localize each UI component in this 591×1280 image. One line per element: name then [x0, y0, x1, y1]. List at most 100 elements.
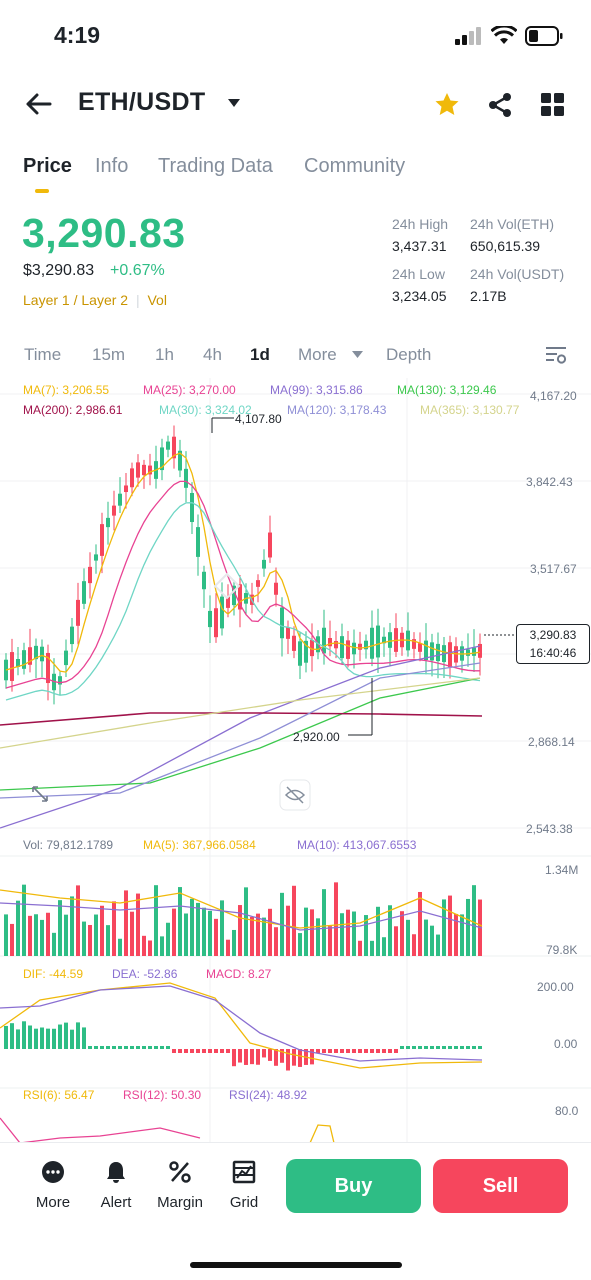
- macd-bar: [184, 1049, 188, 1053]
- tab-community[interactable]: Community: [304, 155, 406, 177]
- macd-bar: [460, 1046, 464, 1049]
- candle-body: [88, 566, 92, 584]
- fiat-price: $3,290.83: [23, 262, 95, 279]
- macd-bar: [220, 1049, 224, 1053]
- rsi-axis-top: 80.0: [555, 1104, 579, 1118]
- more-caret-icon[interactable]: [352, 351, 363, 359]
- candle-body: [28, 647, 32, 665]
- macd-bar: [286, 1049, 290, 1071]
- vol-usdt-label: 24h Vol(USDT): [470, 266, 565, 282]
- candle-body: [202, 571, 206, 590]
- rsi6-line: [309, 1124, 335, 1143]
- price-axis-label: 3,517.67: [530, 562, 577, 576]
- macd-bar: [94, 1046, 98, 1049]
- candle-body: [412, 639, 416, 649]
- volume-bar: [244, 887, 248, 956]
- volume-bar: [418, 891, 422, 956]
- buy-button[interactable]: Buy: [286, 1159, 421, 1213]
- volume-bar: [406, 919, 410, 956]
- macd-bar: [178, 1049, 182, 1053]
- macd-bar: [472, 1046, 476, 1049]
- tf-1d[interactable]: 1d: [250, 345, 270, 364]
- sell-button[interactable]: Sell: [433, 1159, 568, 1213]
- tag-vol[interactable]: Vol: [147, 292, 167, 308]
- status-time: 4:19: [54, 22, 101, 48]
- alert-button[interactable]: Alert: [91, 1160, 141, 1211]
- candle-body: [46, 652, 50, 684]
- candle-body: [364, 640, 368, 650]
- candle-body: [298, 641, 302, 666]
- macd-bar: [376, 1049, 380, 1053]
- back-arrow-icon[interactable]: [24, 92, 52, 116]
- macd-bar: [334, 1049, 338, 1053]
- ma30-label: MA(30): 3,324.02: [159, 403, 252, 417]
- ma365-label: MA(365): 3,130.77: [420, 403, 520, 417]
- volume-bar: [154, 885, 158, 956]
- macd-bar: [352, 1049, 356, 1053]
- volume-bar: [292, 885, 296, 956]
- tf-time[interactable]: Time: [24, 345, 62, 364]
- vol-label: Vol: 79,812.1789: [23, 838, 114, 852]
- candle-body: [388, 632, 392, 648]
- candle-body: [100, 524, 104, 556]
- volume-bar: [376, 906, 380, 956]
- macd-bar: [340, 1049, 344, 1053]
- price-axis-label: 2,868.14: [528, 735, 575, 749]
- kline-chart[interactable]: [0, 378, 591, 1143]
- tag-layer[interactable]: Layer 1 / Layer 2: [23, 292, 129, 308]
- macd-bar: [466, 1046, 470, 1049]
- vol-ma5-label: MA(5): 367,966.0584: [143, 838, 256, 852]
- macd-bar: [316, 1049, 320, 1053]
- chart-settings-icon[interactable]: [545, 346, 567, 364]
- volume-bar: [250, 916, 254, 956]
- volume-bar: [160, 936, 164, 956]
- margin-button[interactable]: Margin: [155, 1160, 205, 1211]
- tf-15m[interactable]: 15m: [92, 345, 126, 364]
- dropdown-caret-icon[interactable]: [227, 98, 241, 108]
- macd-bar: [430, 1046, 434, 1049]
- tab-price[interactable]: Price: [23, 155, 72, 177]
- volume-bar: [286, 905, 290, 956]
- tf-4h[interactable]: 4h: [203, 345, 222, 364]
- volume-bar: [256, 913, 260, 956]
- share-icon[interactable]: [487, 92, 513, 118]
- macd-bar: [112, 1046, 116, 1049]
- candle-body: [34, 645, 38, 660]
- candle-body: [310, 639, 314, 657]
- macd-bar: [292, 1049, 296, 1066]
- candle-body: [346, 640, 350, 659]
- candle-body: [322, 627, 326, 654]
- low-annotation: 2,920.00: [293, 730, 340, 744]
- ma130-label: MA(130): 3,129.46: [397, 383, 497, 397]
- grid-layout-icon[interactable]: [541, 93, 564, 116]
- candle-body: [220, 596, 224, 629]
- grid-button[interactable]: Grid: [219, 1160, 269, 1211]
- ma7-label: MA(7): 3,206.55: [23, 383, 110, 397]
- grid-bot-icon: [232, 1160, 256, 1184]
- vol-eth-label: 24h Vol(ETH): [470, 216, 555, 232]
- vol-usdt-value: 2.17B: [470, 288, 507, 304]
- volume-bar: [52, 932, 56, 956]
- macd-bar: [406, 1046, 410, 1049]
- last-price: 3,290.83: [22, 210, 186, 256]
- tf-more[interactable]: More: [298, 345, 337, 364]
- tab-trading-data[interactable]: Trading Data: [158, 155, 273, 177]
- volume-bar: [100, 905, 104, 956]
- more-button[interactable]: More: [28, 1160, 78, 1211]
- macd-bar: [454, 1046, 458, 1049]
- pair-title[interactable]: ETH/USDT: [78, 88, 206, 116]
- macd-bar: [190, 1049, 194, 1053]
- tab-info[interactable]: Info: [95, 155, 129, 177]
- volume-bar: [472, 885, 476, 956]
- candle-body: [304, 640, 308, 663]
- candle-body: [274, 582, 278, 595]
- volume-bar: [82, 921, 86, 956]
- macd-bar: [28, 1025, 32, 1049]
- star-icon[interactable]: [434, 92, 460, 117]
- signal-icon: [455, 27, 481, 45]
- price-axis-label: 4,167.20: [530, 389, 577, 403]
- volume-bar: [136, 893, 140, 956]
- candle-body: [58, 676, 62, 685]
- tf-depth[interactable]: Depth: [386, 345, 432, 364]
- tf-1h[interactable]: 1h: [155, 345, 174, 364]
